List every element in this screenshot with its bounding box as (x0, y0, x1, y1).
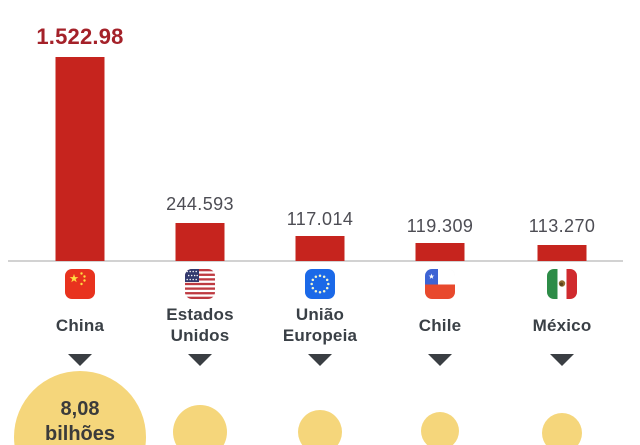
country-label: Chile (418, 315, 462, 335)
pointer-triangle-icon (308, 354, 332, 366)
x-axis-line (8, 260, 623, 262)
usa-flag-icon (185, 269, 215, 299)
country-label-wrap: Estados Unidos (140, 302, 261, 348)
mexico-flag-icon (547, 269, 577, 299)
column-chile: 119.309 Chile (380, 0, 501, 445)
bubble-mexico (542, 413, 582, 445)
pointer-triangle-icon (428, 354, 452, 366)
bar-estados-unidos (175, 223, 225, 261)
country-label-wrap: Chile (380, 302, 501, 348)
bar-value-label: 113.270 (528, 216, 596, 236)
bar-uniao-europeia (295, 236, 345, 261)
bar-value-label: 119.309 (406, 216, 474, 236)
bubble-chile (421, 412, 459, 445)
country-label-wrap: União Europeia (260, 302, 381, 348)
china-flag-icon (65, 269, 95, 299)
bar-mexico (537, 245, 587, 261)
column-china: 1.522.98 China 8,08 bilhões (14, 0, 146, 445)
pointer-triangle-icon (550, 354, 574, 366)
country-label: China (55, 315, 105, 335)
bar-chile (415, 243, 465, 261)
eu-flag-icon (305, 269, 335, 299)
pointer-triangle-icon (188, 354, 212, 366)
bubble-value-label: 8,08 bilhões (44, 398, 115, 445)
column-estados-unidos: 244.593 (140, 0, 261, 445)
country-label-wrap: China (20, 302, 141, 348)
bubble-estados-unidos (173, 405, 227, 445)
country-label: México (532, 315, 592, 335)
bar-china (55, 57, 105, 261)
column-mexico: 113.270 México (502, 0, 623, 445)
bubble-uniao-europeia (298, 410, 342, 445)
country-label-wrap: México (502, 302, 623, 348)
bubble-china: 8,08 bilhões (14, 371, 146, 445)
bar-value-label: 1.522.98 (36, 24, 124, 49)
bar-value-label: 117.014 (286, 209, 354, 229)
chile-flag-icon (425, 269, 455, 299)
country-label: União Europeia (282, 305, 358, 345)
column-uniao-europeia: 117.014 União Europeia (260, 0, 381, 445)
country-label: Estados Unidos (166, 305, 234, 345)
bar-value-label: 244.593 (166, 194, 234, 214)
pointer-triangle-icon (68, 354, 92, 366)
